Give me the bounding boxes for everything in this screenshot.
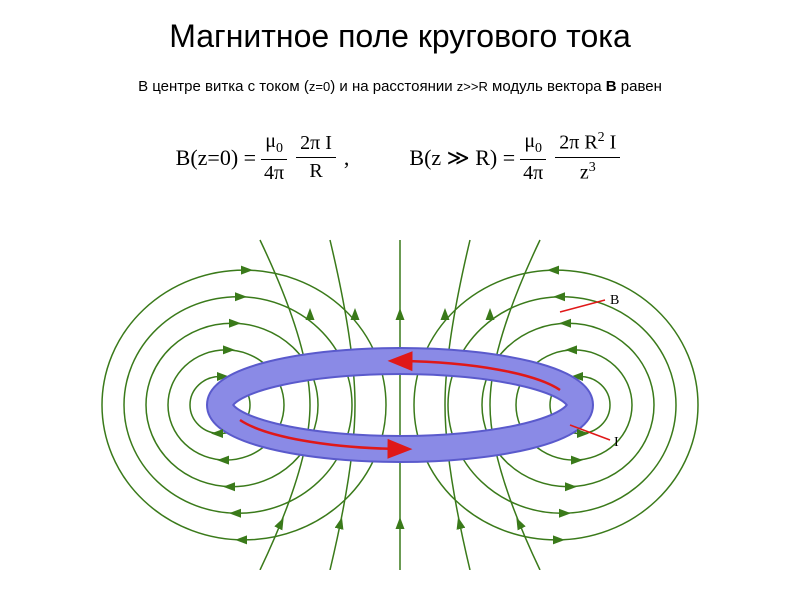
f2-frac1-num: μ (524, 130, 535, 152)
f2-frac2: 2π R2 I z3 (555, 130, 620, 184)
field-lines (102, 240, 698, 570)
field-arrow-axial (280, 523, 281, 525)
f2-frac2-num-a: 2π R (559, 132, 597, 154)
f2-frac1: μ0 4π (519, 130, 547, 185)
subtitle-p1: В центре витка с током ( (138, 78, 309, 95)
f1-frac1-num: μ (265, 130, 276, 152)
f1-frac1-sub: 0 (276, 141, 283, 156)
subtitle-p3: ) и на расстоянии (330, 78, 457, 95)
subtitle-p6: В (606, 78, 617, 95)
field-line-axial (490, 240, 540, 570)
f1-tail: , (344, 145, 350, 171)
field-loop (414, 270, 698, 540)
label-I-leader (570, 425, 610, 440)
f2-frac2-num-b: I (605, 132, 617, 154)
f1-frac2: 2π I R (296, 132, 336, 183)
formula-far: B(z ≫ R) = μ0 4π 2π R2 I z3 (409, 130, 624, 185)
f1-frac1-den: 4π (260, 160, 288, 185)
formula-row: B(z=0) = μ0 4π 2π I R , B(z ≫ R) = μ0 4π… (0, 130, 800, 185)
field-arrow-axial (460, 523, 461, 525)
subtitle-p7: равен (617, 78, 662, 95)
f2-frac1-den: 4π (519, 160, 547, 185)
f2-lhs: B(z ≫ R) = (409, 145, 515, 171)
label-I: I (614, 435, 619, 450)
f1-frac1: μ0 4π (260, 130, 288, 185)
f1-lhs: B(z=0) = (176, 145, 256, 171)
f2-frac2-sup: 2 (598, 130, 605, 145)
slide-subtitle: В центре витка с током (z=0) и на рассто… (0, 78, 800, 95)
f2-frac2-den-a: z (580, 162, 589, 184)
field-diagram: B I (100, 230, 700, 570)
subtitle-p5: модуль вектора (488, 78, 606, 95)
f1-frac2-num: 2π I (296, 132, 336, 158)
f2-frac1-sub: 0 (535, 141, 542, 156)
field-line-axial (260, 240, 310, 570)
field-loop (102, 270, 386, 540)
field-arrow-axial (340, 523, 341, 525)
subtitle-p4: z>>R (457, 79, 488, 94)
subtitle-p2: z=0 (309, 79, 330, 94)
label-B: B (610, 293, 619, 308)
label-B-leader (560, 300, 605, 312)
f2-frac2-den-sup: 3 (589, 160, 596, 175)
field-arrow-axial (519, 523, 520, 525)
formula-center: B(z=0) = μ0 4π 2π I R , (176, 130, 350, 185)
slide-title: Магнитное поле кругового тока (0, 18, 800, 55)
f1-frac2-den: R (305, 158, 326, 183)
